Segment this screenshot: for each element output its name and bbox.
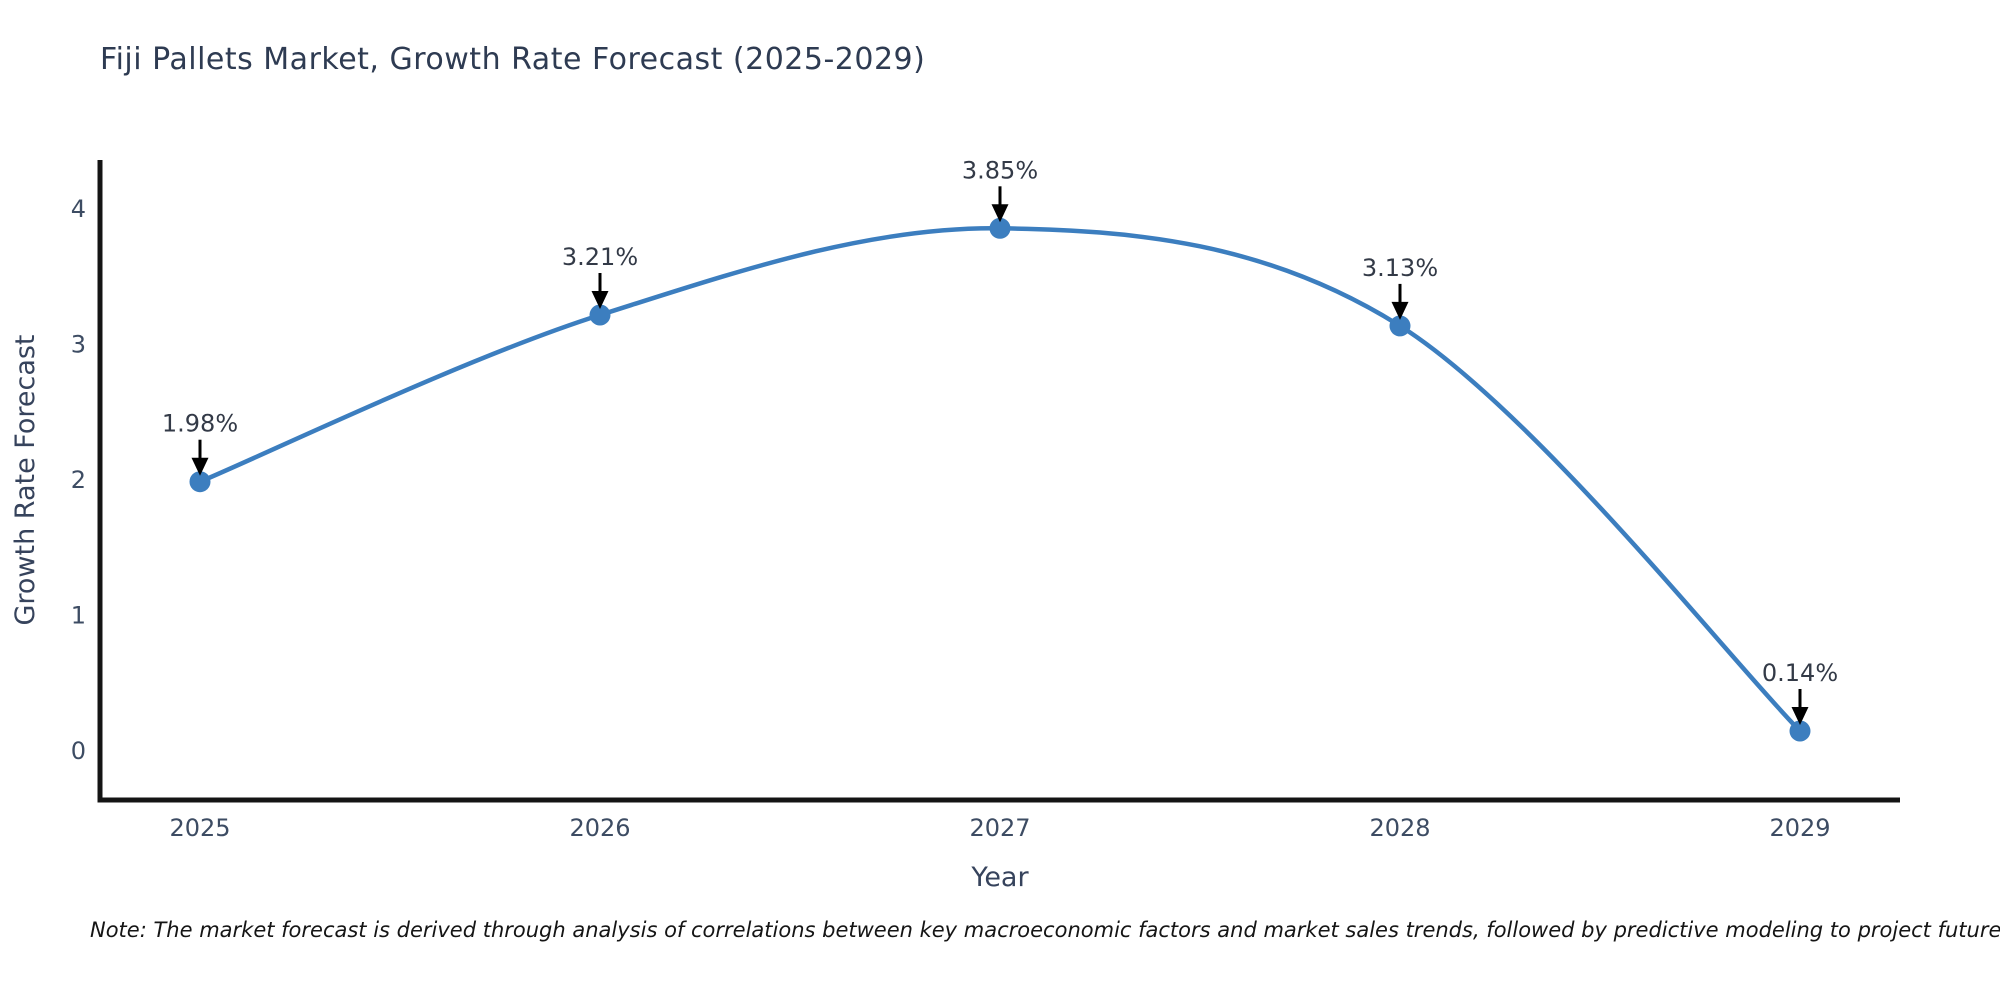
x-tick-label: 2026 — [569, 814, 630, 842]
point-annotation: 3.21% — [562, 243, 638, 309]
annotation-arrowhead-icon — [991, 204, 1009, 223]
y-tick-label: 3 — [71, 331, 86, 359]
annotation-label: 1.98% — [162, 410, 238, 438]
y-tick-label: 4 — [71, 195, 86, 223]
x-axis-tick-labels: 2025 2026 2027 2028 2029 — [169, 814, 1830, 842]
chart-title: Fiji Pallets Market, Growth Rate Forecas… — [100, 42, 926, 77]
x-tick-label: 2029 — [1769, 814, 1830, 842]
point-annotation: 0.14% — [1762, 659, 1838, 725]
data-point-marker — [189, 471, 211, 493]
forecast-line — [197, 226, 1803, 734]
y-tick-label: 1 — [71, 602, 86, 630]
y-tick-label: 2 — [71, 466, 86, 494]
data-point-markers — [189, 217, 1811, 742]
point-annotation: 3.13% — [1362, 254, 1438, 320]
data-point-marker — [1389, 315, 1411, 337]
x-axis-title: Year — [970, 862, 1029, 893]
annotation-arrowhead-icon — [1791, 707, 1809, 725]
x-tick-label: 2027 — [969, 814, 1030, 842]
annotation-label: 3.13% — [1362, 254, 1438, 282]
annotation-label: 0.14% — [1762, 659, 1838, 687]
annotation-label: 3.85% — [962, 156, 1038, 184]
y-axis-tick-labels: 0 1 2 3 4 — [71, 195, 86, 765]
y-axis-title: Growth Rate Forecast — [10, 334, 41, 625]
x-tick-label: 2025 — [169, 814, 230, 842]
data-point-marker — [1789, 720, 1811, 742]
annotation-arrowhead-icon — [591, 291, 609, 309]
data-point-marker — [989, 217, 1011, 239]
x-tick-label: 2028 — [1369, 814, 1430, 842]
point-annotation: 3.85% — [962, 156, 1038, 223]
annotation-arrowhead-icon — [191, 457, 209, 476]
methodology-note: Note: The market forecast is derived thr… — [90, 918, 2000, 942]
point-annotations: 1.98% 3.21% 3.85% 3.13% 0.14% — [162, 156, 1838, 725]
annotation-arrowhead-icon — [1391, 301, 1409, 320]
y-tick-label: 0 — [71, 737, 86, 765]
data-point-marker — [589, 304, 611, 326]
point-annotation: 1.98% — [162, 410, 238, 476]
annotation-label: 3.21% — [562, 243, 638, 271]
